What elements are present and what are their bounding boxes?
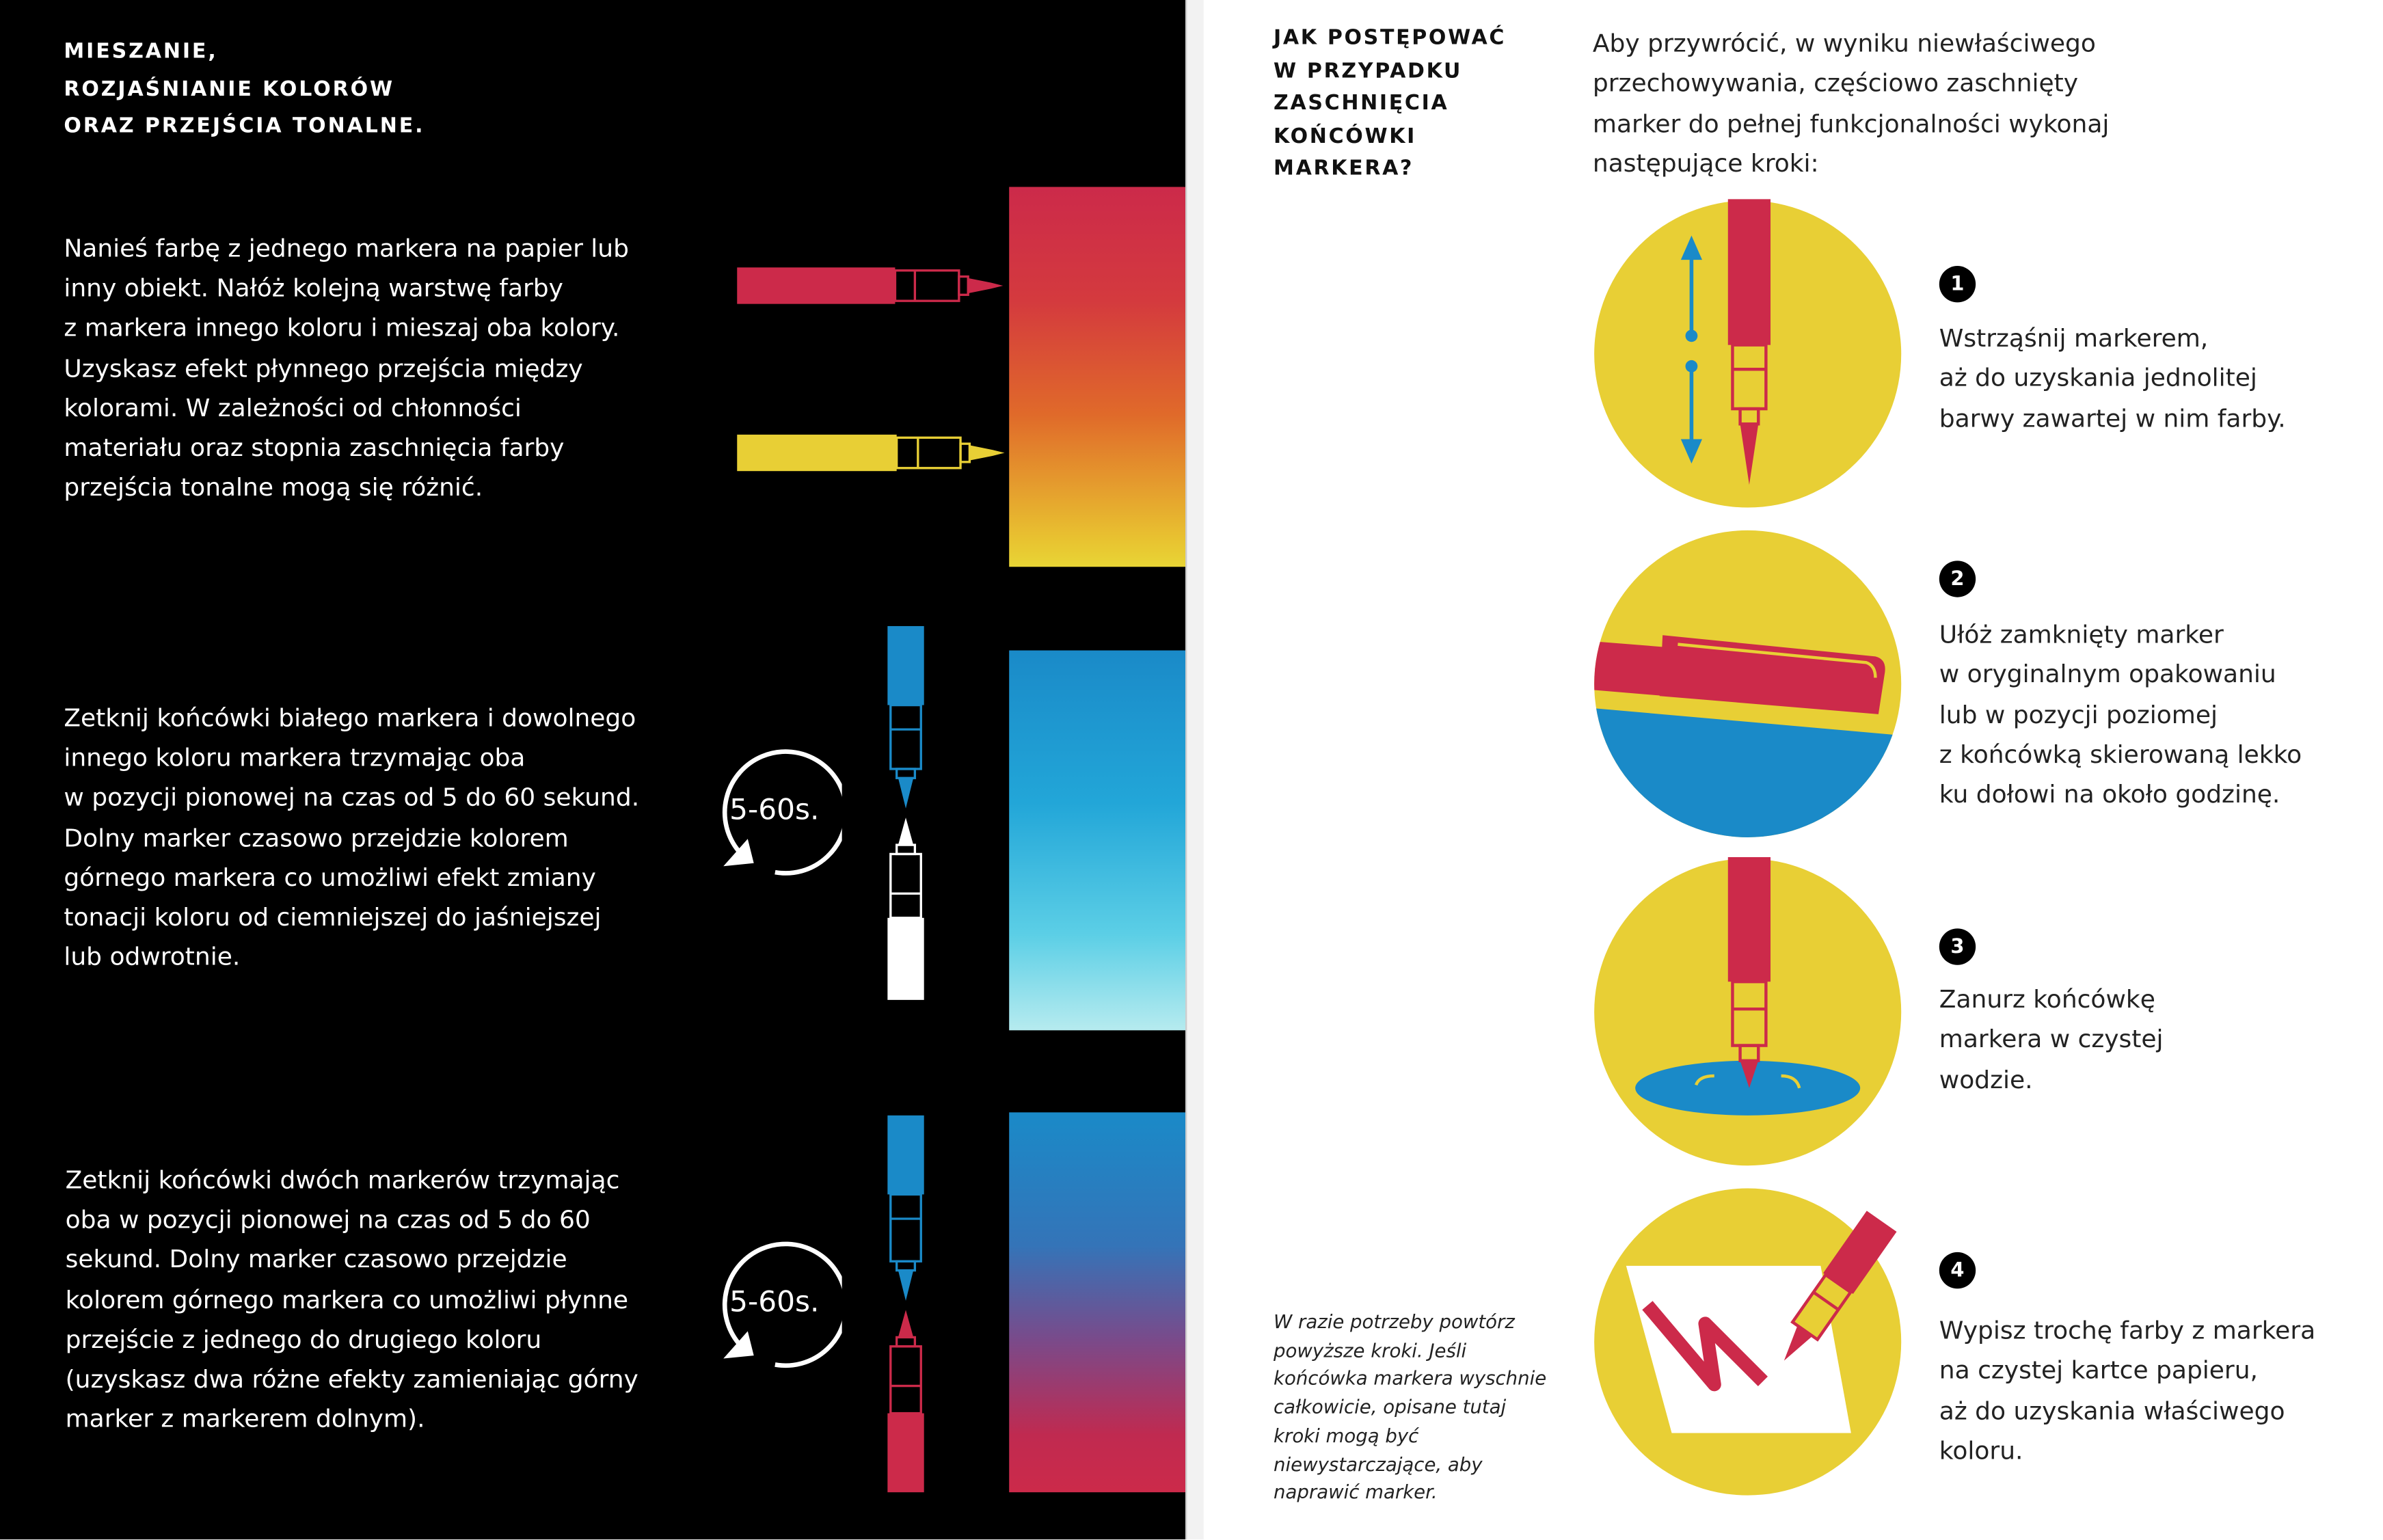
page-fold <box>1185 0 1205 1540</box>
transition-text: Zetknij końcówki dwóch markerów trzymają… <box>65 1165 638 1433</box>
timer-2: 5-60s. <box>708 1237 842 1371</box>
repeat-note: W razie potrzeby powtórz powyższe kroki.… <box>1274 1310 1547 1504</box>
heading-line: ROZJAŚNIANIE KOLORÓW <box>64 77 395 101</box>
shake-marker-icon <box>1594 199 1902 508</box>
rotate-arrow-icon <box>722 749 842 876</box>
step-number-badge: 2 <box>1939 560 1976 597</box>
red-yellow-gradient-swatch <box>1009 187 1186 567</box>
right-heading: JAK POSTĘPOWAĆ W PRZYPADKU ZASCHNIĘCIA K… <box>1274 25 1507 181</box>
blue-red-markers-icon <box>887 1115 924 1493</box>
step-4-text: Wypisz trochę farby z markera na czystej… <box>1939 1316 2316 1465</box>
step-1-text: Wstrząśnij markerem, aż do uzyskania jed… <box>1939 323 2286 433</box>
marker-horizontal-icon <box>1594 530 1902 837</box>
blue-red-gradient-swatch <box>1009 1112 1186 1493</box>
mixing-text: Nanieś farbę z jednego markera na papier… <box>64 234 629 502</box>
lightening-text: Zetknij końcówki białego markera i dowol… <box>64 703 640 972</box>
timer-1: 5-60s. <box>708 744 842 878</box>
step-number-badge: 1 <box>1939 266 1976 303</box>
heading-line: ORAZ PRZEJŚCIA TONALNE. <box>64 113 425 139</box>
blue-white-gradient-swatch <box>1009 650 1186 1031</box>
marker-in-water-icon <box>1594 856 1902 1166</box>
heading-line: MIESZANIE, <box>64 39 218 64</box>
left-page: MIESZANIE, ROZJAŚNIANIE KOLORÓW ORAZ PRZ… <box>0 0 1186 1540</box>
timer-label: 5-60s. <box>729 793 820 827</box>
blue-white-markers-icon <box>887 625 924 1000</box>
step-2-text: Ułóż zamknięty marker w oryginalnym opak… <box>1939 620 2302 809</box>
rotate-arrow-icon <box>722 1241 842 1368</box>
intro-text: Aby przywrócić, w wyniku niewłaściwego p… <box>1592 29 2110 178</box>
marker-writing-icon <box>1594 1188 1902 1496</box>
step-number-badge: 4 <box>1939 1252 1976 1289</box>
left-heading: MIESZANIE, ROZJAŚNIANIE KOLORÓW ORAZ PRZ… <box>64 33 425 145</box>
step-3-text: Zanurz końcówkę markera w czystej wodzie… <box>1939 984 2164 1094</box>
step-number-badge: 3 <box>1939 928 1976 965</box>
red-marker-icon <box>737 267 1004 304</box>
timer-label: 5-60s. <box>729 1285 820 1319</box>
yellow-marker-icon <box>737 434 1005 472</box>
